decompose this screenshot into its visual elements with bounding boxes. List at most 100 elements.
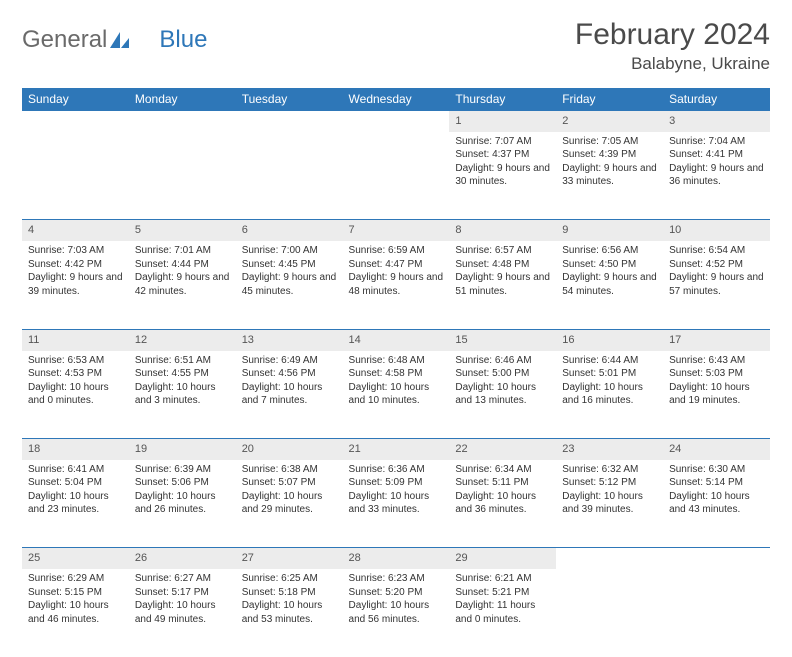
sunrise-line: Sunrise: 7:01 AM <box>135 244 230 258</box>
day-number-cell <box>343 111 450 132</box>
daylight-line: Daylight: 10 hours and 3 minutes. <box>135 381 230 408</box>
day-number-cell <box>663 548 770 569</box>
daylight-line: Daylight: 9 hours and 42 minutes. <box>135 271 230 298</box>
day-detail-cell: Sunrise: 6:38 AMSunset: 5:07 PMDaylight:… <box>236 460 343 548</box>
day-detail-cell: Sunrise: 6:30 AMSunset: 5:14 PMDaylight:… <box>663 460 770 548</box>
day-number-cell: 26 <box>129 548 236 569</box>
sunset-line: Sunset: 5:21 PM <box>455 586 550 600</box>
day-detail-cell: Sunrise: 6:32 AMSunset: 5:12 PMDaylight:… <box>556 460 663 548</box>
day-detail-cell: Sunrise: 6:46 AMSunset: 5:00 PMDaylight:… <box>449 351 556 439</box>
day-number-cell: 21 <box>343 439 450 460</box>
sunrise-line: Sunrise: 6:39 AM <box>135 463 230 477</box>
sunset-line: Sunset: 4:44 PM <box>135 258 230 272</box>
daylight-line: Daylight: 10 hours and 33 minutes. <box>349 490 444 517</box>
day-number-cell: 10 <box>663 220 770 241</box>
daylight-line: Daylight: 10 hours and 49 minutes. <box>135 599 230 626</box>
month-title: February 2024 <box>575 18 770 52</box>
brand-part2: Blue <box>159 26 207 54</box>
sunrise-line: Sunrise: 6:46 AM <box>455 354 550 368</box>
sunset-line: Sunset: 5:01 PM <box>562 367 657 381</box>
day-number-cell: 22 <box>449 439 556 460</box>
sunrise-line: Sunrise: 6:53 AM <box>28 354 123 368</box>
sunrise-line: Sunrise: 6:21 AM <box>455 572 550 586</box>
title-block: February 2024 Balabyne, Ukraine <box>575 18 770 74</box>
sunset-line: Sunset: 4:42 PM <box>28 258 123 272</box>
sunrise-line: Sunrise: 6:41 AM <box>28 463 123 477</box>
day-number-cell: 28 <box>343 548 450 569</box>
daylight-line: Daylight: 11 hours and 0 minutes. <box>455 599 550 626</box>
sunset-line: Sunset: 5:12 PM <box>562 476 657 490</box>
day-detail-cell <box>343 132 450 220</box>
day-number-cell: 18 <box>22 439 129 460</box>
day-number-cell <box>236 111 343 132</box>
sunrise-line: Sunrise: 6:57 AM <box>455 244 550 258</box>
sunset-line: Sunset: 4:55 PM <box>135 367 230 381</box>
sail-icon <box>109 30 131 50</box>
day-detail-cell <box>663 569 770 657</box>
sunset-line: Sunset: 5:14 PM <box>669 476 764 490</box>
sunset-line: Sunset: 5:20 PM <box>349 586 444 600</box>
day-detail-cell: Sunrise: 7:05 AMSunset: 4:39 PMDaylight:… <box>556 132 663 220</box>
daylight-line: Daylight: 9 hours and 51 minutes. <box>455 271 550 298</box>
sunset-line: Sunset: 4:52 PM <box>669 258 764 272</box>
daylight-line: Daylight: 10 hours and 16 minutes. <box>562 381 657 408</box>
day-detail-cell: Sunrise: 7:01 AMSunset: 4:44 PMDaylight:… <box>129 241 236 329</box>
day-detail-cell: Sunrise: 6:53 AMSunset: 4:53 PMDaylight:… <box>22 351 129 439</box>
day-number-cell: 24 <box>663 439 770 460</box>
day-number-cell: 12 <box>129 329 236 350</box>
day-detail-cell: Sunrise: 6:54 AMSunset: 4:52 PMDaylight:… <box>663 241 770 329</box>
day-detail-cell: Sunrise: 7:07 AMSunset: 4:37 PMDaylight:… <box>449 132 556 220</box>
day-detail-cell: Sunrise: 6:23 AMSunset: 5:20 PMDaylight:… <box>343 569 450 657</box>
day-number-cell: 29 <box>449 548 556 569</box>
daynum-row: 45678910 <box>22 220 770 241</box>
daylight-line: Daylight: 9 hours and 30 minutes. <box>455 162 550 189</box>
sunrise-line: Sunrise: 6:32 AM <box>562 463 657 477</box>
location: Balabyne, Ukraine <box>575 54 770 74</box>
daynum-row: 11121314151617 <box>22 329 770 350</box>
sunrise-line: Sunrise: 7:03 AM <box>28 244 123 258</box>
sunrise-line: Sunrise: 6:44 AM <box>562 354 657 368</box>
day-number-cell: 13 <box>236 329 343 350</box>
day-detail-cell: Sunrise: 6:29 AMSunset: 5:15 PMDaylight:… <box>22 569 129 657</box>
day-number-cell: 14 <box>343 329 450 350</box>
day-detail-cell: Sunrise: 6:25 AMSunset: 5:18 PMDaylight:… <box>236 569 343 657</box>
brand-logo: General Blue <box>22 18 207 54</box>
sunset-line: Sunset: 5:03 PM <box>669 367 764 381</box>
sunrise-line: Sunrise: 6:59 AM <box>349 244 444 258</box>
day-number-cell: 11 <box>22 329 129 350</box>
sunrise-line: Sunrise: 6:36 AM <box>349 463 444 477</box>
day-detail-cell: Sunrise: 7:00 AMSunset: 4:45 PMDaylight:… <box>236 241 343 329</box>
day-detail-cell: Sunrise: 6:57 AMSunset: 4:48 PMDaylight:… <box>449 241 556 329</box>
day-number-cell <box>129 111 236 132</box>
day-detail-cell: Sunrise: 6:56 AMSunset: 4:50 PMDaylight:… <box>556 241 663 329</box>
sunset-line: Sunset: 5:09 PM <box>349 476 444 490</box>
sunrise-line: Sunrise: 6:29 AM <box>28 572 123 586</box>
daylight-line: Daylight: 9 hours and 36 minutes. <box>669 162 764 189</box>
detail-row: Sunrise: 6:41 AMSunset: 5:04 PMDaylight:… <box>22 460 770 548</box>
sunrise-line: Sunrise: 7:04 AM <box>669 135 764 149</box>
daylight-line: Daylight: 10 hours and 13 minutes. <box>455 381 550 408</box>
detail-row: Sunrise: 7:03 AMSunset: 4:42 PM Daylight:… <box>22 241 770 329</box>
daylight-line: Daylight: 10 hours and 10 minutes. <box>349 381 444 408</box>
sunset-line: Sunset: 5:06 PM <box>135 476 230 490</box>
sunrise-line: Sunrise: 6:27 AM <box>135 572 230 586</box>
weekday-header: Tuesday <box>236 88 343 111</box>
day-number-cell: 20 <box>236 439 343 460</box>
daylight-line: Daylight: 10 hours and 0 minutes. <box>28 381 123 408</box>
detail-row: Sunrise: 6:29 AMSunset: 5:15 PMDaylight:… <box>22 569 770 657</box>
daynum-row: 18192021222324 <box>22 439 770 460</box>
sunset-line: Sunset: 4:41 PM <box>669 148 764 162</box>
daylight-line: Daylight: 10 hours and 7 minutes. <box>242 381 337 408</box>
daynum-row: 2526272829 <box>22 548 770 569</box>
detail-row: Sunrise: 7:07 AMSunset: 4:37 PMDaylight:… <box>22 132 770 220</box>
day-detail-cell: Sunrise: 6:27 AMSunset: 5:17 PMDaylight:… <box>129 569 236 657</box>
sunset-line: Sunset: 4:39 PM <box>562 148 657 162</box>
sunrise-line: Sunrise: 6:34 AM <box>455 463 550 477</box>
daylight-line: Daylight: 10 hours and 26 minutes. <box>135 490 230 517</box>
daylight-line: Daylight: 10 hours and 36 minutes. <box>455 490 550 517</box>
sunrise-line: Sunrise: 7:07 AM <box>455 135 550 149</box>
weekday-header: Thursday <box>449 88 556 111</box>
day-number-cell: 5 <box>129 220 236 241</box>
day-number-cell: 19 <box>129 439 236 460</box>
sunrise-line: Sunrise: 7:00 AM <box>242 244 337 258</box>
